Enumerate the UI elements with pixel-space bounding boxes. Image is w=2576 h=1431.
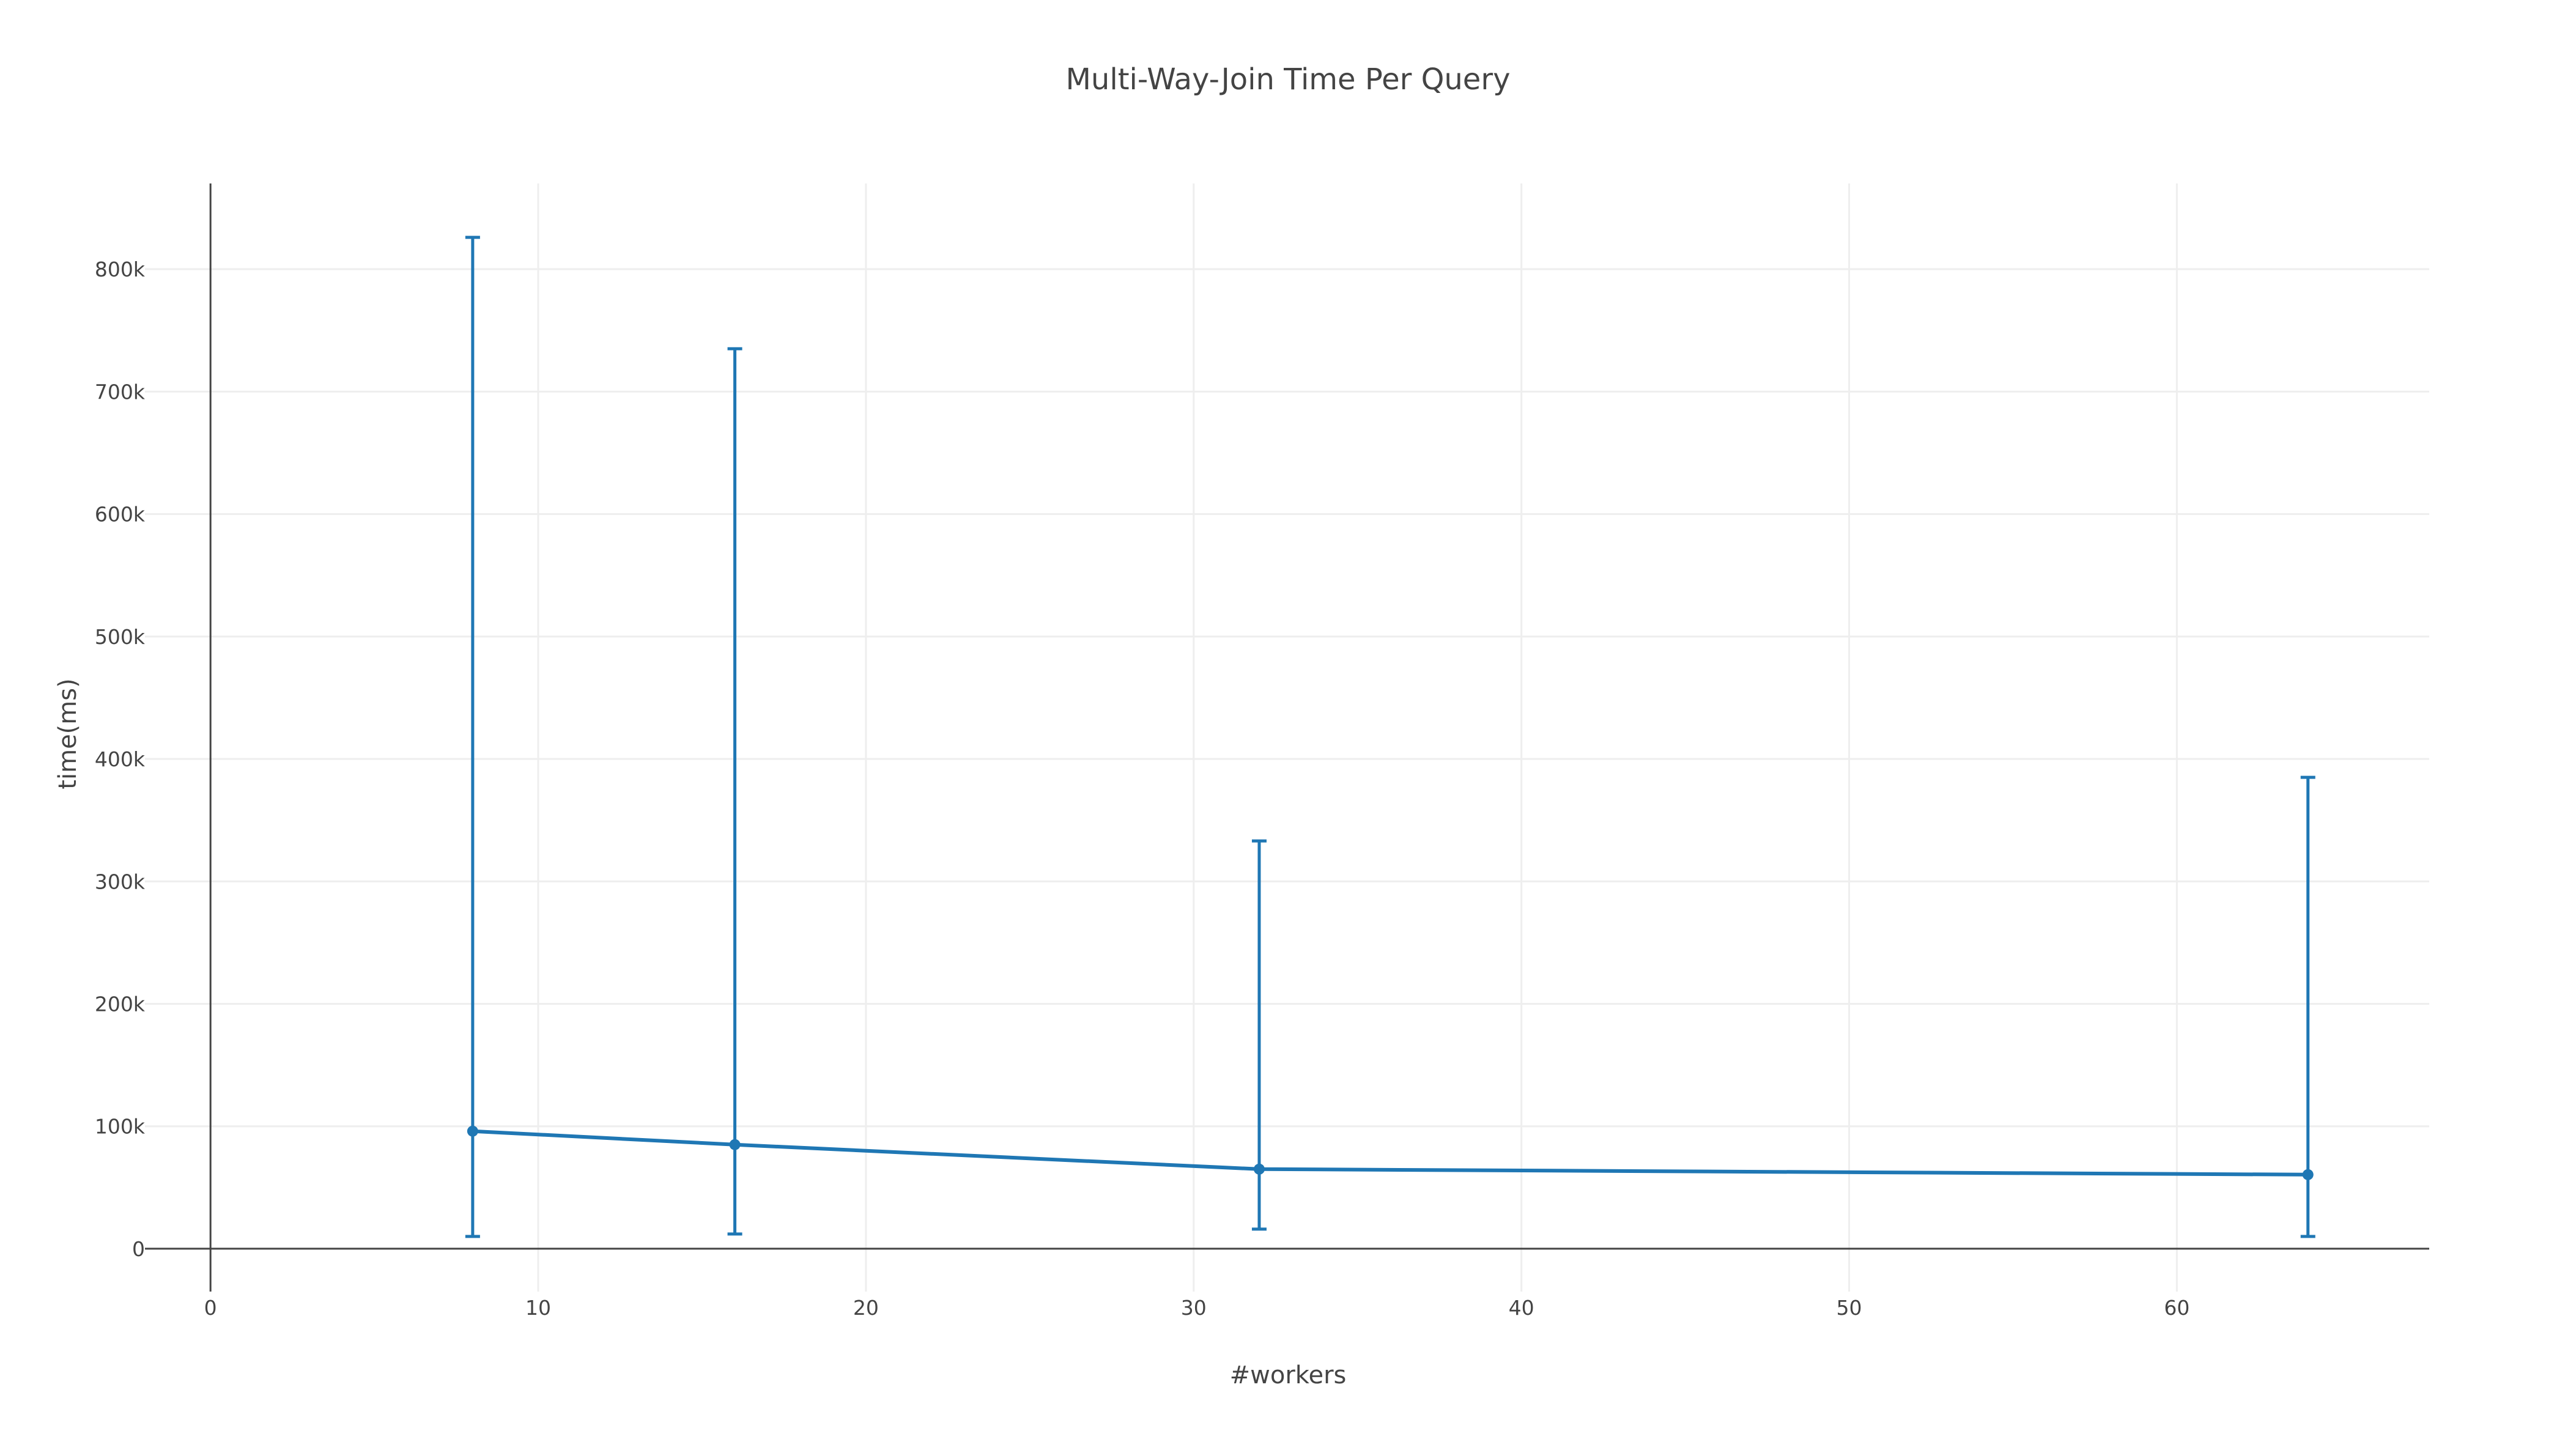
grid-layer (145, 183, 2429, 1292)
error-bars (465, 235, 2315, 1238)
y-tick-label: 500k (95, 625, 146, 649)
x-tick-label: 0 (204, 1296, 217, 1320)
error-bar (465, 235, 480, 1238)
x-axis-title: #workers (1230, 1361, 1347, 1389)
x-tick-label: 10 (525, 1296, 551, 1320)
x-tick-label: 50 (1837, 1296, 1862, 1320)
y-tick-label: 400k (95, 747, 146, 771)
x-tick-label: 60 (2164, 1296, 2189, 1320)
x-tick-label: 30 (1181, 1296, 1207, 1320)
axis-layer (145, 183, 2429, 1292)
y-tick-label: 800k (95, 257, 146, 281)
x-tick-label: 40 (1509, 1296, 1534, 1320)
chart-title: Multi-Way-Join Time Per Query (1066, 62, 1511, 97)
y-tick-label: 0 (132, 1237, 145, 1261)
error-bar (2300, 775, 2315, 1238)
y-tick-label: 700k (95, 380, 146, 404)
data-point (1253, 1163, 1265, 1175)
series-line (472, 1129, 2308, 1177)
y-tick-label: 200k (95, 992, 146, 1016)
y-tick-label: 600k (95, 503, 146, 527)
series-layer (467, 1125, 2314, 1180)
data-point (2302, 1169, 2314, 1180)
y-tick-label: 300k (95, 870, 146, 893)
y-axis-title: time(ms) (54, 678, 82, 789)
tick-labels: 0 10 20 30 40 50 60 0 100k 200k 300k 400k 500k 600k 70… (95, 257, 2189, 1320)
data-point (729, 1139, 741, 1150)
data-point (467, 1125, 478, 1137)
error-bar (727, 347, 742, 1236)
y-tick-label: 100k (95, 1115, 146, 1139)
x-tick-label: 20 (853, 1296, 879, 1320)
